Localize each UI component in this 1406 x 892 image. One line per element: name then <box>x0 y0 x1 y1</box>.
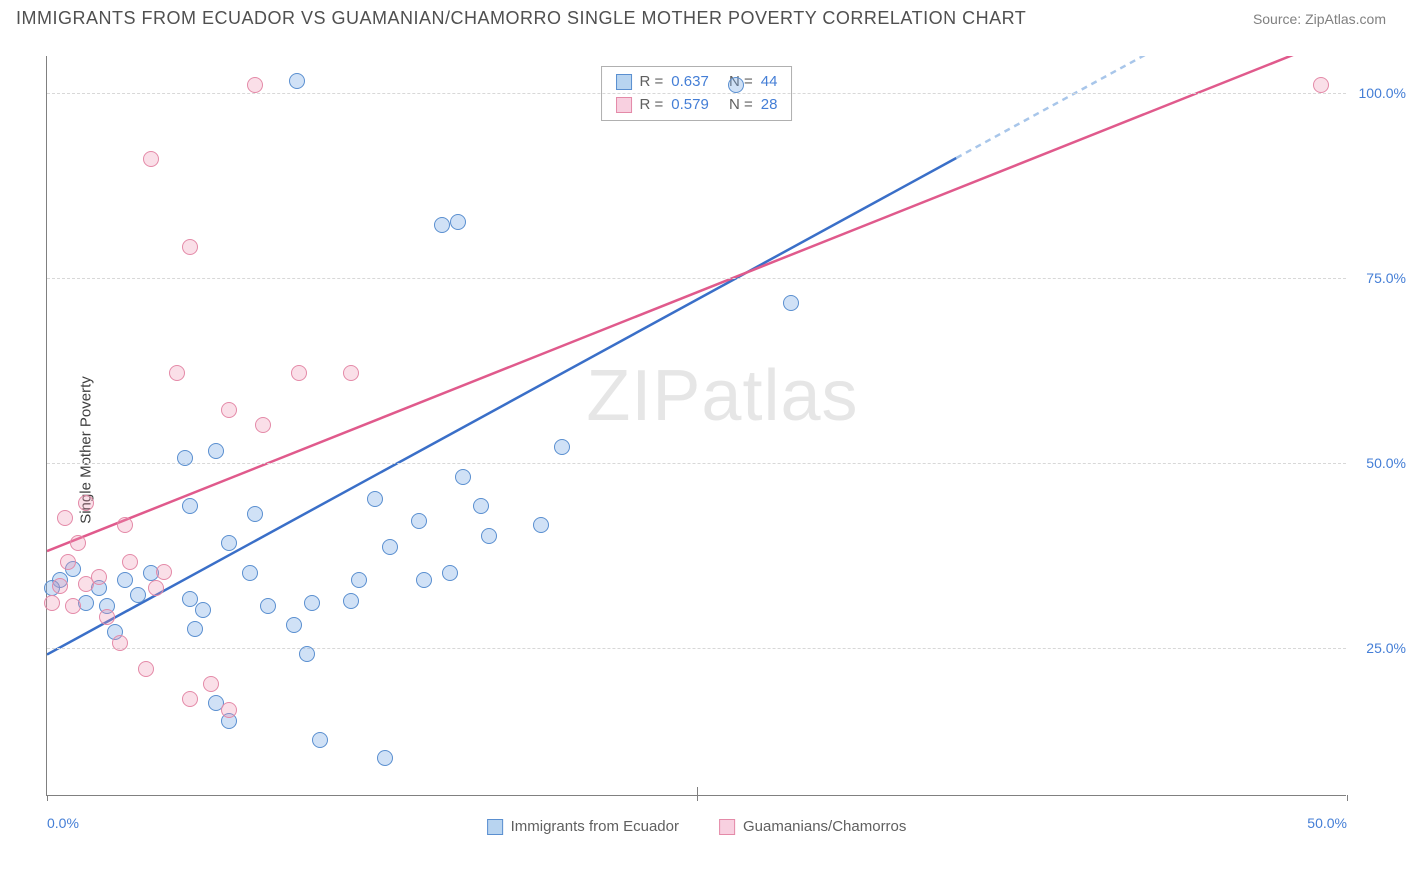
n-label: N = <box>729 94 753 117</box>
data-point <box>203 676 219 692</box>
data-point <box>291 365 307 381</box>
stat-row-series2: R = 0.579 N = 28 <box>616 94 778 117</box>
data-point <box>78 576 94 592</box>
ytick-label: 75.0% <box>1354 270 1406 286</box>
data-point <box>554 439 570 455</box>
data-point <box>533 517 549 533</box>
data-point <box>343 593 359 609</box>
data-point <box>377 750 393 766</box>
n-value-1: 44 <box>761 71 778 94</box>
data-point <box>416 572 432 588</box>
data-point <box>1313 77 1329 93</box>
data-point <box>434 217 450 233</box>
data-point <box>78 495 94 511</box>
r-value-1: 0.637 <box>671 71 709 94</box>
data-point <box>221 535 237 551</box>
r-label: R = <box>640 71 664 94</box>
midline-v <box>697 787 698 801</box>
data-point <box>351 572 367 588</box>
xtick-label: 50.0% <box>1307 815 1347 831</box>
gridline-h <box>47 463 1346 464</box>
data-point <box>182 691 198 707</box>
trend-lines <box>47 56 1346 795</box>
swatch-blue-icon <box>487 819 503 835</box>
data-point <box>260 598 276 614</box>
data-point <box>57 510 73 526</box>
data-point <box>255 417 271 433</box>
swatch-pink-icon <box>719 819 735 835</box>
swatch-pink-icon <box>616 97 632 113</box>
data-point <box>195 602 211 618</box>
data-point <box>143 151 159 167</box>
data-point <box>182 498 198 514</box>
data-point <box>411 513 427 529</box>
data-point <box>65 598 81 614</box>
gridline-h <box>47 278 1346 279</box>
data-point <box>221 402 237 418</box>
data-point <box>208 443 224 459</box>
data-point <box>442 565 458 581</box>
ytick-label: 50.0% <box>1354 455 1406 471</box>
r-value-2: 0.579 <box>671 94 709 117</box>
data-point <box>286 617 302 633</box>
chart-title: IMMIGRANTS FROM ECUADOR VS GUAMANIAN/CHA… <box>16 8 1026 29</box>
source-label: Source: ZipAtlas.com <box>1253 11 1386 27</box>
data-point <box>783 295 799 311</box>
n-value-2: 28 <box>761 94 778 117</box>
swatch-blue-icon <box>616 74 632 90</box>
xtick-label: 0.0% <box>47 815 79 831</box>
data-point <box>169 365 185 381</box>
chart-container: Single Mother Poverty ZIPatlas R = 0.637… <box>40 50 1360 850</box>
legend-label-2: Guamanians/Chamorros <box>743 818 906 835</box>
x-legend: Immigrants from Ecuador Guamanians/Chamo… <box>487 818 907 835</box>
data-point <box>299 646 315 662</box>
data-point <box>367 491 383 507</box>
data-point <box>156 564 172 580</box>
data-point <box>289 73 305 89</box>
data-point <box>70 535 86 551</box>
data-point <box>382 539 398 555</box>
gridline-h <box>47 648 1346 649</box>
data-point <box>221 702 237 718</box>
gridline-h <box>47 93 1346 94</box>
watermark: ZIPatlas <box>586 355 858 437</box>
data-point <box>130 587 146 603</box>
data-point <box>44 595 60 611</box>
ytick-label: 25.0% <box>1354 640 1406 656</box>
data-point <box>117 572 133 588</box>
data-point <box>117 517 133 533</box>
data-point <box>52 578 68 594</box>
legend-label-1: Immigrants from Ecuador <box>511 818 679 835</box>
data-point <box>138 661 154 677</box>
data-point <box>247 77 263 93</box>
data-point <box>122 554 138 570</box>
data-point <box>247 506 263 522</box>
data-point <box>728 77 744 93</box>
legend-item-2: Guamanians/Chamorros <box>719 818 906 835</box>
data-point <box>312 732 328 748</box>
stat-row-series1: R = 0.637 N = 44 <box>616 71 778 94</box>
data-point <box>455 469 471 485</box>
data-point <box>450 214 466 230</box>
plot-area: ZIPatlas R = 0.637 N = 44 R = 0.579 N = … <box>46 56 1346 796</box>
data-point <box>177 450 193 466</box>
r-label: R = <box>640 94 664 117</box>
data-point <box>148 580 164 596</box>
legend-item-1: Immigrants from Ecuador <box>487 818 679 835</box>
data-point <box>304 595 320 611</box>
xtick-mark <box>47 795 48 801</box>
data-point <box>112 635 128 651</box>
data-point <box>182 239 198 255</box>
data-point <box>99 609 115 625</box>
data-point <box>187 621 203 637</box>
ytick-label: 100.0% <box>1354 85 1406 101</box>
data-point <box>473 498 489 514</box>
data-point <box>242 565 258 581</box>
data-point <box>343 365 359 381</box>
data-point <box>60 554 76 570</box>
xtick-mark <box>1347 795 1348 801</box>
data-point <box>481 528 497 544</box>
